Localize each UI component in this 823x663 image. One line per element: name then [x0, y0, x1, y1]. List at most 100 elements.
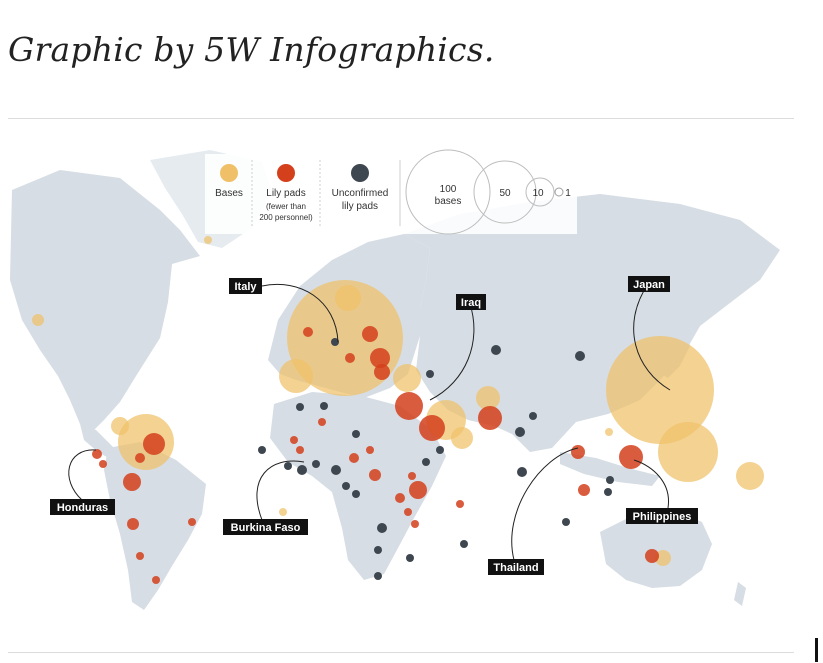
unconfirmed-marker [491, 345, 501, 355]
lily-pad-marker [135, 453, 145, 463]
lily-pad-marker [404, 508, 412, 516]
label-box-japan [628, 276, 670, 292]
unconfirmed-marker [342, 482, 350, 490]
unconfirmed-marker [258, 446, 266, 454]
unconfirmed-marker [517, 467, 527, 477]
legend-lily-sub2: 200 personnel) [259, 213, 313, 222]
base-marker [736, 462, 764, 490]
lily-pad-marker [362, 326, 378, 342]
lily-pad-marker [92, 449, 102, 459]
legend-size-100-b: bases [435, 196, 462, 207]
base-marker [393, 364, 421, 392]
base-marker [279, 359, 313, 393]
lily-pad-marker [349, 453, 359, 463]
unconfirmed-marker [377, 523, 387, 533]
lily-pad-marker [188, 518, 196, 526]
label-box-honduras [50, 499, 115, 515]
lily-pad-marker [419, 415, 445, 441]
lily-pad-marker [99, 460, 107, 468]
bottom-divider [8, 652, 794, 653]
unconfirmed-marker [575, 351, 585, 361]
lily-pad-marker [303, 327, 313, 337]
legend-bases-label: Bases [215, 188, 243, 199]
legend-lily-swatch [277, 164, 295, 182]
unconfirmed-marker [562, 518, 570, 526]
lily-pad-marker [395, 392, 423, 420]
unconfirmed-marker [406, 554, 414, 562]
lily-pad-marker [143, 433, 165, 455]
base-marker-italy [287, 280, 403, 396]
base-marker [32, 314, 44, 326]
base-marker [111, 417, 129, 435]
label-box-iraq [456, 294, 486, 310]
lily-pad-marker [571, 445, 585, 459]
lily-pad-marker [409, 481, 427, 499]
unconfirmed-marker [529, 412, 537, 420]
lily-pad-marker [374, 364, 390, 380]
leader-iraq [429, 303, 475, 401]
text-cursor-bar [815, 638, 818, 662]
legend-size-10 [525, 177, 555, 207]
landmass-north-america [10, 170, 200, 430]
unconfirmed-marker [284, 462, 292, 470]
base-marker [279, 508, 287, 516]
unconfirmed-marker [426, 370, 434, 378]
lily-pad-marker [290, 436, 298, 444]
legend-unconfirmed-label1: Unconfirmed [332, 188, 389, 199]
legend-lily-label: Lily pads [266, 188, 305, 199]
lily-pad-marker [395, 493, 405, 503]
lily-pad-marker [136, 552, 144, 560]
legend-size-10-label: 10 [532, 188, 544, 199]
legend-size-50 [473, 160, 537, 224]
leader-japan [633, 283, 671, 391]
unconfirmed-marker [422, 458, 430, 466]
unconfirmed-marker [320, 402, 328, 410]
lily-pads-layer [92, 326, 659, 584]
lily-pad-marker [619, 445, 643, 469]
lily-pad-marker [478, 406, 502, 430]
label-box-burkina [223, 519, 308, 535]
legend-unconfirmed-label2: lily pads [342, 201, 378, 212]
legend-size-1 [554, 187, 564, 197]
base-marker-japan [606, 336, 714, 444]
unconfirmed-marker [331, 465, 341, 475]
legend-size-1-label: 1 [565, 188, 571, 199]
base-marker [476, 386, 500, 410]
legend-panel [205, 154, 577, 234]
label-box-italy [229, 278, 262, 294]
lily-pad-marker [152, 576, 160, 584]
unconfirmed-marker [460, 540, 468, 548]
legend: Bases Lily pads (fewer than 200 personne… [205, 149, 577, 235]
landmass-asia [404, 194, 780, 452]
lily-pad-marker [369, 469, 381, 481]
landmass-new-zealand [734, 582, 746, 606]
base-marker [658, 422, 718, 482]
unconfirmed-marker [331, 338, 339, 346]
landmass-africa [270, 392, 446, 580]
lily-pad-marker [296, 446, 304, 454]
unconfirmed-marker [296, 403, 304, 411]
label-thailand: Thailand [493, 562, 538, 574]
leader-honduras [68, 449, 97, 501]
base-marker [204, 236, 212, 244]
lily-pad-marker [578, 484, 590, 496]
label-box-thailand [488, 559, 544, 575]
lily-pad-marker [408, 472, 416, 480]
unconfirmed-layer [258, 338, 614, 580]
legend-size-100 [405, 149, 491, 235]
leader-lines [68, 283, 671, 561]
top-divider [8, 118, 794, 119]
base-marker [451, 427, 473, 449]
legend-unconfirmed-swatch [351, 164, 369, 182]
unconfirmed-marker [515, 427, 525, 437]
country-labels: Italy Iraq Japan Honduras Burkina Faso T… [50, 276, 698, 575]
leader-thailand [511, 447, 579, 561]
base-marker [605, 428, 613, 436]
unconfirmed-marker [352, 430, 360, 438]
lily-pad-marker [318, 418, 326, 426]
legend-size-100-a: 100 [440, 184, 457, 195]
lily-pad-marker [456, 500, 464, 508]
unconfirmed-marker [352, 490, 360, 498]
base-marker [655, 550, 671, 566]
leader-italy [261, 283, 339, 343]
